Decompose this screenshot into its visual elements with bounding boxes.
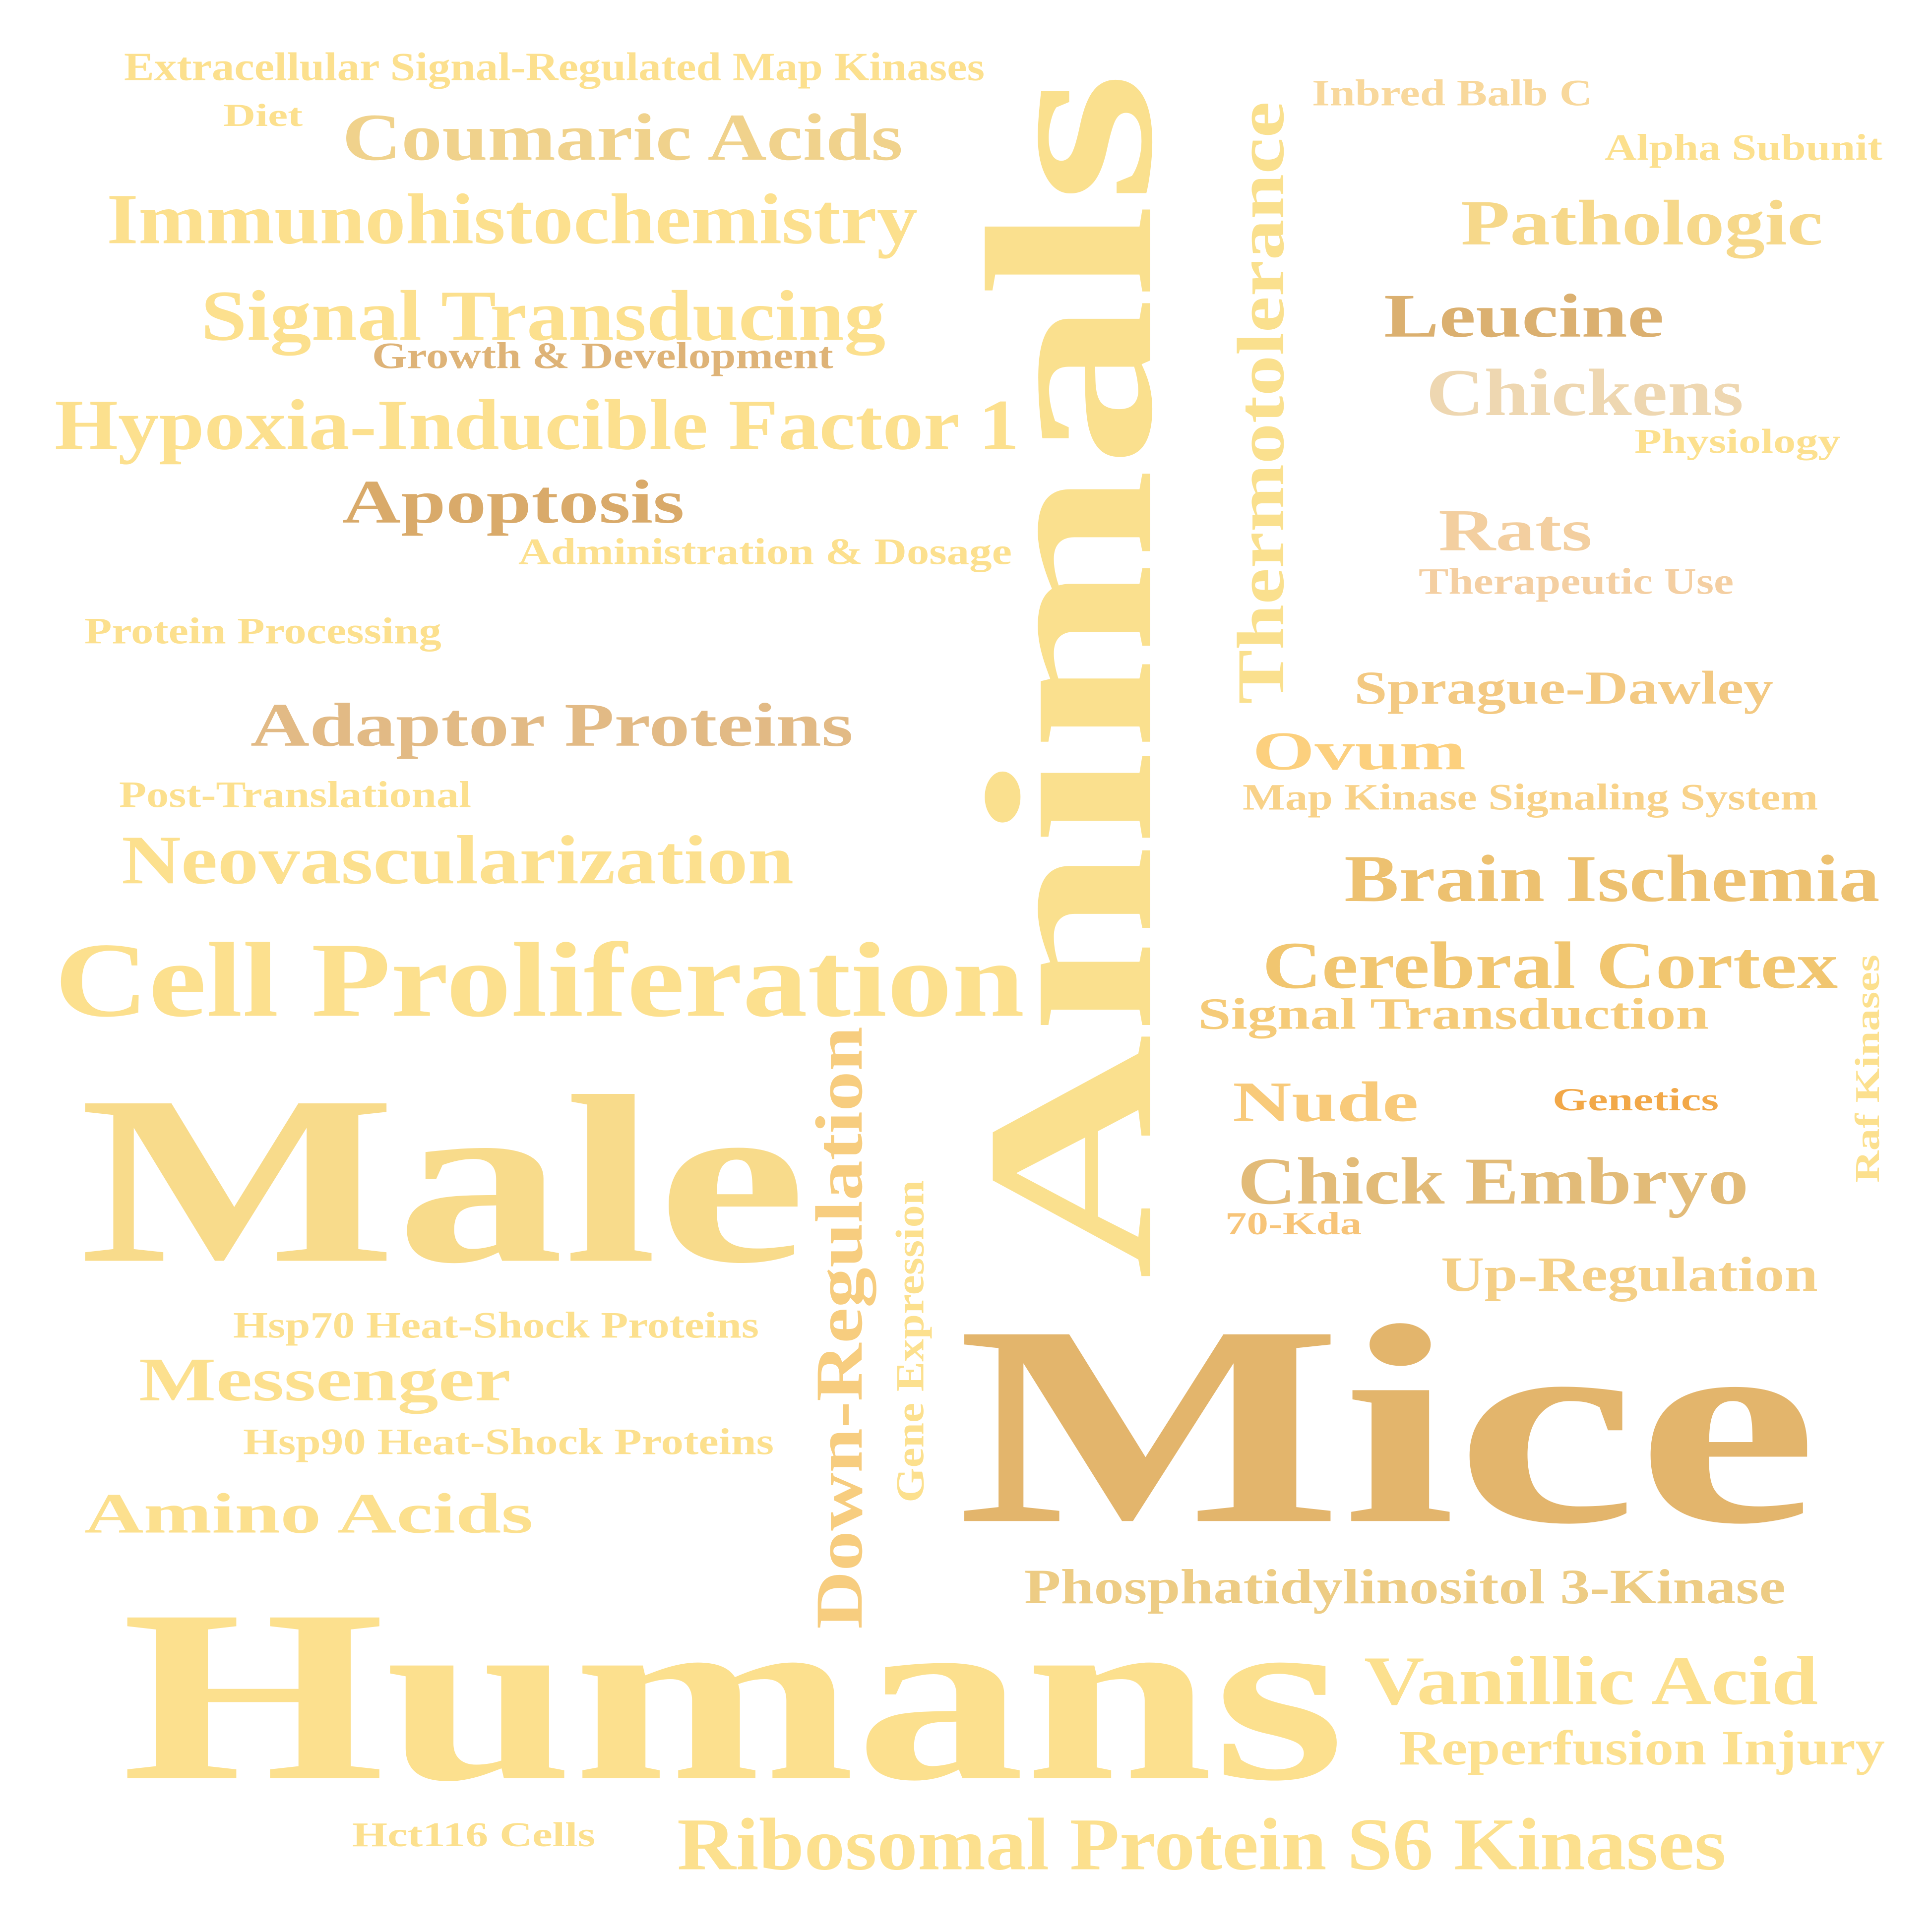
- term-rats: Rats: [1438, 497, 1592, 563]
- term-alpha-subunit: Alpha Subunit: [1605, 126, 1882, 168]
- term-apoptosis: Apoptosis: [342, 468, 685, 537]
- term-male: Male: [79, 1048, 807, 1314]
- term-ovum: Ovum: [1252, 721, 1466, 782]
- term-genetics: Genetics: [1553, 1082, 1719, 1118]
- term-hct116-cells: Hct116 Cells: [352, 1815, 596, 1854]
- term-cell-proliferation: Cell Proliferation: [55, 921, 1025, 1039]
- term-neovascularization: Neovascularization: [122, 822, 794, 899]
- term-hypoxia-inducible-factor-1: Hypoxia-Inducible Factor 1: [55, 385, 1020, 465]
- term-brain-ischemia: Brain Ischemia: [1344, 842, 1880, 916]
- term-messenger: Messenger: [139, 1345, 511, 1414]
- term-inbred-balb-c: Inbred Balb C: [1312, 72, 1593, 114]
- term-reperfusion-injury: Reperfusion Injury: [1399, 1720, 1885, 1775]
- term-immunohistochemistry: Immunohistochemistry: [107, 180, 918, 259]
- term-cerebral-cortex: Cerebral Cortex: [1262, 928, 1838, 1003]
- term-animals: Animals: [939, 71, 1202, 1280]
- term-growth-development: Growth & Development: [372, 335, 833, 376]
- term-map-kinase-signaling-system: Map Kinase Signaling System: [1243, 776, 1818, 818]
- term-coumaric-acids: Coumaric Acids: [342, 100, 903, 175]
- term-sprague-dawley: Sprague-Dawley: [1354, 662, 1774, 714]
- term-humans: Humans: [122, 1561, 1345, 1832]
- term-chickens: Chickens: [1426, 356, 1744, 430]
- term-mice: Mice: [957, 1268, 1818, 1584]
- term-signal-transducing: Signal Transducing: [201, 276, 886, 356]
- term-thermotolerance: Thermotolerance: [1224, 101, 1298, 705]
- term-pathologic: Pathologic: [1461, 187, 1823, 259]
- term-amino-acids: Amino Acids: [84, 1482, 533, 1545]
- term-extracellular-signal-regulated-map-kinases: Extracellular Signal-Regulated Map Kinas…: [124, 45, 985, 89]
- term-phosphatidylinositol-3-kinase: Phosphatidylinositol 3-Kinase: [1024, 1559, 1786, 1614]
- term-up-regulation: Up-Regulation: [1441, 1247, 1818, 1302]
- term-down-regulation: Down-Regulation: [802, 1026, 876, 1629]
- term-signal-transduction: Signal Transduction: [1198, 989, 1709, 1039]
- term-70-kda: 70-Kda: [1225, 1206, 1362, 1242]
- term-chick-embryo: Chick Embryo: [1238, 1144, 1749, 1218]
- term-hsp90-heat-shock-proteins: Hsp90 Heat-Shock Proteins: [243, 1421, 774, 1462]
- term-administration-dosage: Administration & Dosage: [518, 531, 1012, 572]
- term-raf-kinases: Raf Kinases: [1848, 955, 1887, 1183]
- term-physiology: Physiology: [1634, 422, 1841, 461]
- term-diet: Diet: [223, 97, 303, 133]
- term-protein-processing: Protein Processing: [84, 610, 441, 652]
- term-post-translational: Post-Translational: [119, 774, 472, 815]
- term-vanillic-acid: Vanillic Acid: [1364, 1642, 1818, 1719]
- term-nude: Nude: [1233, 1070, 1419, 1134]
- term-adaptor-proteins: Adaptor Proteins: [250, 691, 853, 760]
- term-gene-expression: Gene Expression: [888, 1180, 932, 1503]
- term-leucine: Leucine: [1384, 282, 1664, 351]
- term-therapeutic-use: Therapeutic Use: [1419, 560, 1734, 602]
- term-hsp70-heat-shock-proteins: Hsp70 Heat-Shock Proteins: [233, 1304, 759, 1346]
- term-ribosomal-protein-s6-kinases: Ribosomal Protein S6 Kinases: [677, 1803, 1726, 1886]
